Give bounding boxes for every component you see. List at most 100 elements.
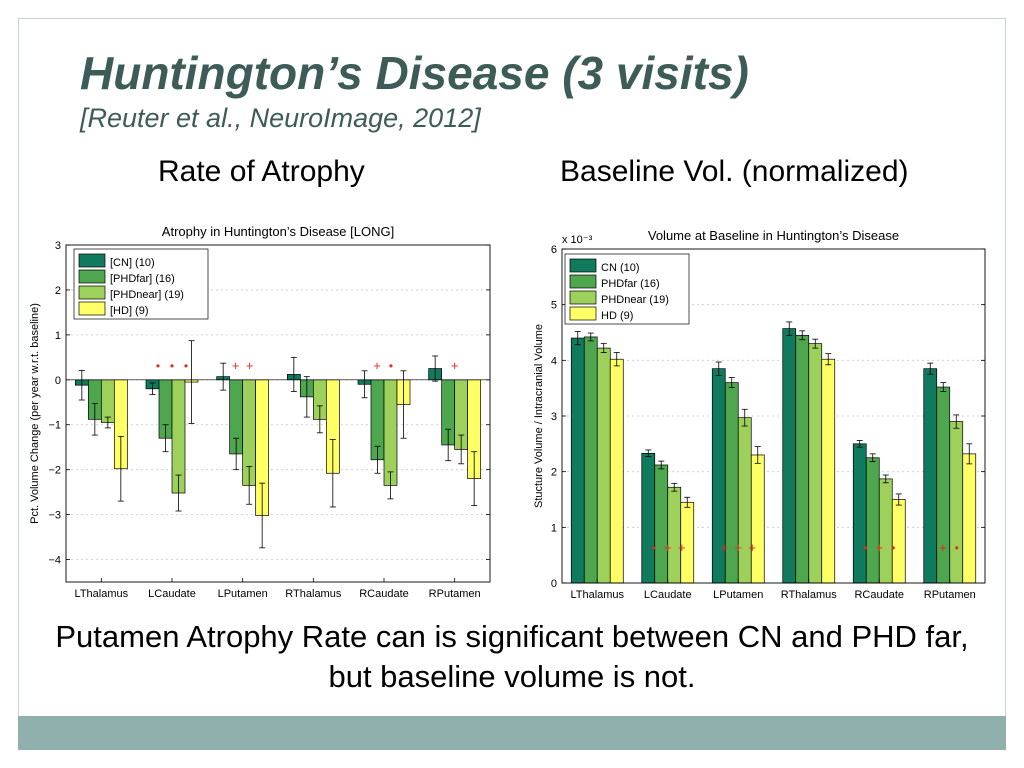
legend-swatch-HD [569, 306, 597, 321]
significance-marker: + [734, 540, 742, 555]
significance-marker: • [652, 541, 656, 555]
chart-title: Volume at Baseline in Huntington’s Disea… [648, 228, 899, 243]
legend-swatch-CN [78, 253, 106, 268]
significance-marker: + [875, 540, 883, 555]
legend-swatch-PHDfar [569, 274, 597, 289]
y-axis-label: Stucture Volume / Intracranial Volume [533, 324, 545, 508]
legend-label-PHDfar: [PHDfar] (16) [110, 273, 175, 285]
legend-label-PHDnear: PHDnear (19) [601, 294, 669, 306]
x-tick-label: RCaudate [854, 589, 904, 601]
bar [596, 347, 611, 584]
significance-marker: • [955, 541, 959, 555]
legend-swatch-CN [569, 258, 597, 273]
y-tick-label: 5 [551, 300, 557, 312]
significance-marker: • [170, 359, 174, 373]
bar [795, 334, 810, 584]
legend-label-PHDnear: [PHDnear] (19) [110, 289, 184, 301]
significance-marker: + [678, 540, 686, 555]
x-tick-label: RCaudate [359, 588, 409, 600]
bar [641, 452, 656, 584]
y-tick-label: −2 [48, 465, 61, 477]
bar [865, 457, 880, 584]
atrophy-chart: • • • + + + • +3 2 1 0 −1 −2 −3 −4 LThalamus LCaudate LPu… [29, 224, 491, 600]
bar [962, 453, 977, 584]
y-tick-label: 2 [55, 285, 61, 297]
y-tick-label: 0 [55, 375, 61, 387]
significance-marker: • [863, 541, 867, 555]
bar [878, 478, 893, 584]
bar [949, 421, 964, 584]
y-tick-label: −4 [48, 555, 61, 567]
significance-marker: • [184, 359, 188, 373]
y-tick-label: 2 [551, 467, 557, 479]
chart-title: Atrophy in Huntington’s Disease [LONG] [162, 224, 394, 239]
significance-marker: + [939, 540, 947, 555]
frame-left-line [18, 18, 19, 750]
legend-label-CN: CN (10) [601, 262, 640, 274]
bar [100, 379, 115, 423]
legend-swatch-PHDnear [78, 285, 106, 300]
y-tick-label: 1 [551, 522, 557, 534]
x-tick-label: LCaudate [644, 589, 692, 601]
x-tick-label: RThalamus [285, 588, 342, 600]
y-tick-label: 1 [55, 330, 61, 342]
slide-title: Huntington’s Disease (3 visits) [80, 47, 749, 99]
frame-top-line [18, 18, 1006, 19]
scale-label: x 10⁻³ [562, 234, 593, 246]
bar [570, 337, 585, 584]
x-tick-label: LThalamus [75, 588, 129, 600]
baseline-volume-chart: • + + + + + • + • + • 0 1 2 3 4 5 6 LThalamus LCaudate LPuta… [533, 228, 986, 601]
bar [667, 486, 682, 584]
legend-label-HD: [HD] (9) [110, 305, 149, 317]
right-chart-heading: Baseline Vol. (normalized) [560, 155, 909, 188]
frame-right-line [1005, 18, 1006, 750]
legend-swatch-PHDfar [78, 269, 106, 284]
legend-swatch-PHDnear [569, 290, 597, 305]
bar [923, 368, 938, 584]
legend-label-HD: HD (9) [601, 310, 633, 322]
significance-marker: + [246, 358, 254, 373]
bar [750, 454, 765, 584]
bar [654, 464, 669, 584]
axes-box [65, 244, 491, 583]
significance-marker: + [748, 540, 756, 555]
slide-subtitle: [Reuter et al., NeuroImage, 2012] [80, 103, 481, 133]
x-tick-label: LCaudate [148, 588, 196, 600]
y-axis-label: Pct. Volume Change (per year w.r.t. base… [29, 303, 41, 524]
x-tick-label: RThalamus [781, 589, 838, 601]
significance-marker: • [891, 541, 895, 555]
bar [808, 343, 823, 584]
bar [852, 443, 867, 584]
significance-marker: + [720, 540, 728, 555]
bar [609, 358, 624, 584]
x-tick-label: LPutamen [713, 589, 763, 601]
bar [737, 417, 752, 584]
bar [821, 358, 836, 584]
y-tick-label: 4 [551, 355, 557, 367]
x-tick-label: LThalamus [570, 589, 624, 601]
conclusion-text: Putamen Atrophy Rate can is significant … [55, 619, 969, 694]
y-tick-label: −1 [48, 420, 61, 432]
y-tick-label: −3 [48, 510, 61, 522]
y-tick-label: 0 [551, 578, 557, 590]
significance-marker: • [389, 359, 393, 373]
legend-label-PHDfar: PHDfar (16) [601, 278, 660, 290]
bar [782, 328, 797, 584]
x-tick-label: RPutamen [429, 588, 481, 600]
significance-marker: + [232, 358, 240, 373]
footer-band [18, 716, 1006, 750]
significance-marker: + [373, 358, 381, 373]
y-tick-label: 6 [551, 244, 557, 256]
legend-label-CN: [CN] (10) [110, 257, 155, 269]
significance-marker: + [664, 540, 672, 555]
bar [383, 379, 398, 486]
y-tick-label: 3 [55, 240, 61, 252]
significance-marker: + [451, 358, 459, 373]
x-tick-label: RPutamen [924, 589, 976, 601]
legend-swatch-HD [78, 301, 106, 316]
bar [583, 336, 598, 584]
significance-marker: • [156, 359, 160, 373]
x-tick-label: LPutamen [218, 588, 268, 600]
left-chart-heading: Rate of Atrophy [158, 155, 365, 188]
